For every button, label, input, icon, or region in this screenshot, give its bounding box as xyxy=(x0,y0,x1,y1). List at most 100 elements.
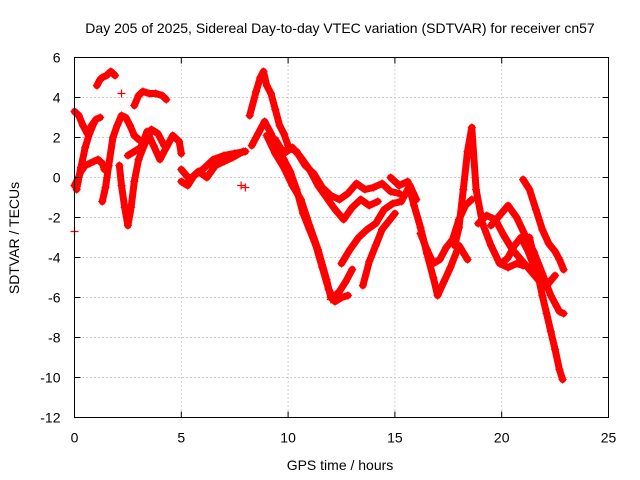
data-series xyxy=(98,111,143,206)
data-point xyxy=(239,147,248,156)
data-point xyxy=(322,275,331,284)
data-point xyxy=(81,143,90,152)
data-point xyxy=(463,147,472,156)
x-tick-label: 25 xyxy=(601,430,617,446)
data-point xyxy=(130,177,139,186)
data-series xyxy=(519,175,568,274)
data-point xyxy=(538,291,547,300)
data-series xyxy=(134,125,169,164)
data-point xyxy=(339,215,348,224)
data-point xyxy=(504,253,513,262)
data-point xyxy=(162,95,171,104)
data-point xyxy=(551,271,560,280)
y-tick-label: 4 xyxy=(53,90,61,106)
plot-frame xyxy=(74,57,609,418)
data-point xyxy=(487,221,496,230)
data-point xyxy=(450,241,459,250)
data-point xyxy=(314,245,323,254)
data-point xyxy=(551,247,560,256)
data-point xyxy=(358,281,367,290)
data-point xyxy=(538,225,547,234)
data-point xyxy=(433,291,442,300)
data-point xyxy=(126,121,135,130)
data-point xyxy=(98,73,107,82)
data-point xyxy=(138,87,147,96)
data-point xyxy=(267,89,276,98)
data-series xyxy=(386,173,472,300)
data-point xyxy=(467,123,476,132)
data-series xyxy=(245,67,293,150)
data-point xyxy=(271,105,280,114)
series-line xyxy=(263,132,352,305)
y-tick-label: -12 xyxy=(40,410,60,426)
x-tick-label: 10 xyxy=(280,430,296,446)
data-point xyxy=(108,133,117,142)
data-point xyxy=(331,297,340,306)
data-point xyxy=(542,309,551,318)
data-point xyxy=(123,151,132,160)
data-point xyxy=(386,173,395,182)
data-point xyxy=(348,265,357,274)
data-point xyxy=(98,197,107,206)
data-point xyxy=(546,291,555,300)
y-tick-label: -2 xyxy=(48,210,61,226)
series-line xyxy=(284,144,403,203)
data-point xyxy=(262,81,271,90)
series-line xyxy=(498,234,551,291)
data-point xyxy=(72,185,81,194)
data-point xyxy=(153,129,162,138)
data-point xyxy=(512,213,521,222)
data-point xyxy=(446,263,455,272)
data-point xyxy=(542,283,551,292)
data-point xyxy=(271,135,280,144)
data-point xyxy=(497,259,506,268)
data-point xyxy=(390,209,399,218)
data-point xyxy=(544,239,553,248)
y-tick-label: 6 xyxy=(53,50,61,66)
data-point xyxy=(559,265,568,274)
data-point xyxy=(228,153,237,162)
data-point xyxy=(211,161,220,170)
data-point xyxy=(106,67,115,76)
series-line xyxy=(98,112,143,205)
data-point xyxy=(284,143,293,152)
data-point xyxy=(555,307,564,316)
data-point xyxy=(495,211,504,220)
data-point xyxy=(386,187,395,196)
data-point xyxy=(512,259,521,268)
data-point xyxy=(254,129,263,138)
data-point xyxy=(516,233,525,242)
data-point xyxy=(365,257,374,266)
data-point xyxy=(202,173,211,182)
data-point xyxy=(151,89,160,98)
data-point xyxy=(130,131,139,140)
y-tick-label: -10 xyxy=(40,370,60,386)
data-point xyxy=(395,181,404,190)
data-point xyxy=(111,71,120,80)
data-point xyxy=(363,225,372,234)
data-point xyxy=(155,155,164,164)
y-tick-label: 0 xyxy=(53,170,61,186)
data-point xyxy=(168,131,177,140)
isolated-data-point xyxy=(117,89,126,98)
y-tick-label: -6 xyxy=(48,290,61,306)
data-point xyxy=(378,179,387,188)
data-point xyxy=(134,91,143,100)
data-point xyxy=(89,119,98,128)
data-point xyxy=(220,157,229,166)
data-point xyxy=(252,87,261,96)
data-point xyxy=(292,147,301,156)
data-point xyxy=(288,181,297,190)
data-point xyxy=(335,195,344,204)
data-point xyxy=(85,129,94,138)
y-tick-label: -4 xyxy=(48,250,61,266)
data-point xyxy=(160,141,169,150)
data-point xyxy=(262,131,271,140)
data-point xyxy=(463,255,472,264)
x-tick-label: 15 xyxy=(387,430,403,446)
data-point xyxy=(519,175,528,184)
data-series xyxy=(92,67,120,90)
data-point xyxy=(259,67,268,76)
data-point xyxy=(305,221,314,230)
data-point xyxy=(378,225,387,234)
